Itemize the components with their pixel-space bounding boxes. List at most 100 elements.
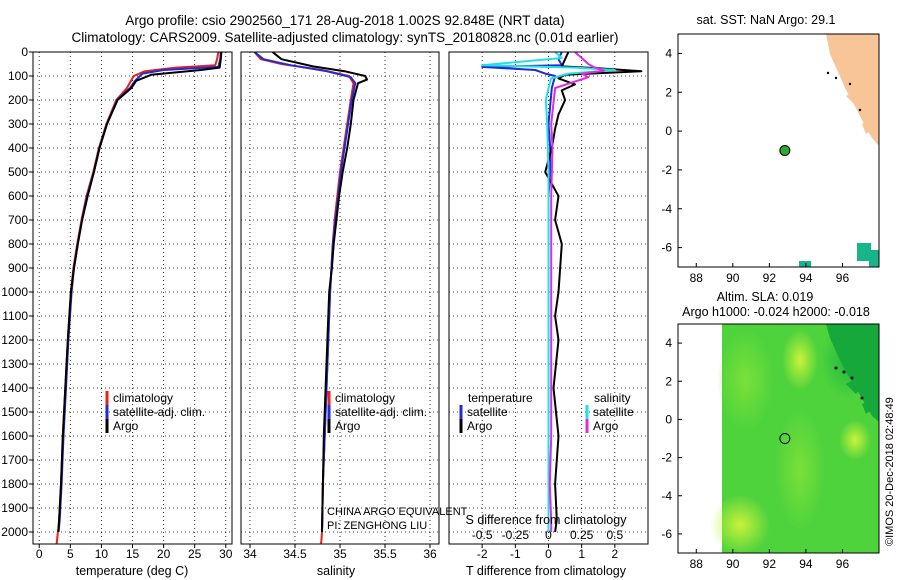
legend-salinity-title: salinity [594,391,631,405]
difference-frame [448,51,649,545]
salinity-legend: climatology satellite-adj. clim. Argo [327,391,427,433]
s-difference-x-ticks: -0.5 -0.25 0 0.25 0.5 [472,528,624,542]
salinity-grid [241,51,439,544]
temperature-legend: climatology satellite-adj. clim. Argo [105,391,205,433]
y-tick-label: 1600 [1,429,28,443]
map-y-tick-label: -2 [661,451,672,465]
y-tick-label: 2000 [1,525,28,539]
legend-satellite-label: satellite-adj. clim. [335,405,427,419]
y-tick-label: 200 [8,93,28,107]
salinity-panel: 34 34.5 35 35.5 36 salinity climatology sate… [240,51,468,578]
y-tick-label: 700 [8,213,28,227]
x-tick-label: 1 [578,547,585,561]
y-tick-label: 1300 [1,357,28,371]
pressure-y-ticks: 0 100 200 300 400 500 600 700 800 900 1000 1100 1200… [1,45,33,539]
profile-line-argo [271,52,368,533]
y-tick-label: 500 [8,165,28,179]
island-dot [826,71,830,75]
sla-map-frame [677,323,880,554]
sst-map-body [678,34,879,267]
temperature-frame [32,51,233,545]
argo-float-marker-outline [779,433,791,445]
copyright-footer: ©IMOS 20-Dec-2018 02:48:49 [884,397,896,546]
difference-profiles [481,52,643,533]
sla-anomaly-blob [710,495,770,553]
sla-anomaly-blob [782,330,818,390]
s-difference-x-label: S difference from climatology [466,513,628,527]
island-dot [848,82,852,86]
t-difference-x-ticks: -2 -1 0 1 2 [477,544,618,561]
profile-line-s-argo [548,52,606,532]
map-x-tick-label: 88 [690,557,704,571]
y-tick-label: 1100 [2,309,28,323]
pi-label: PI: ZENGHONG LIU [327,520,427,532]
nias-island [846,90,862,106]
map-x-tick-label: 94 [799,271,813,285]
nias-island [846,378,862,394]
x2-tick-label: 0.5 [606,528,623,542]
map-x-tick-label: 96 [836,271,850,285]
x-tick-label: 25 [188,547,202,561]
island-dot [860,396,864,400]
sla-anomaly-blob [776,410,824,530]
sla-map-title: Altim. SLA: 0.019 [717,290,814,304]
difference-panel: -2 -1 0 1 2 -0.5 -0.25 0 0.25 0.5 T difference f… [448,51,649,578]
sumatra-landmass [826,34,879,146]
x2-tick-label: 0 [545,528,552,542]
sst-patch [857,243,871,261]
figure-title-line-2: Climatology: CARS2009. Satellite-adjuste… [71,30,618,45]
map-y-tick-label: -4 [661,202,672,216]
sst-map-ticks: 88 90 92 94 96 -6 -4 -2 0 2 4 [661,46,849,285]
sla-anomaly-blob [717,330,773,430]
profile-line-s-satellite [481,52,616,532]
x2-tick-label: -0.5 [472,528,493,542]
sla-map-body [678,324,879,553]
temperature-x-ticks: 0 5 10 15 20 25 30 [36,544,233,561]
map-x-tick-label: 88 [690,271,704,285]
x-tick-label: 15 [126,547,140,561]
y-tick-label: 1800 [1,477,28,491]
map-y-tick-label: -2 [661,163,672,177]
x2-tick-label: 0.25 [570,528,594,542]
temperature-panel: 0 5 10 15 20 25 30 0 100 200 300 400 500 600 700 800 90… [1,45,232,578]
legend-climatology-label: climatology [113,391,173,405]
y-tick-label: 1500 [1,405,28,419]
sla-map-subtitle: Argo h1000: -0.024 h2000: -0.018 [682,305,870,319]
legend-t-argo-label: Argo [467,419,493,433]
x-tick-label: 0 [545,547,552,561]
y-tick-label: 1400 [1,381,28,395]
y-tick-label: 400 [8,141,28,155]
y-tick-label: 1700 [1,453,28,467]
map-y-tick-label: -6 [661,527,672,541]
island-dot [834,76,838,80]
figure-title-line-1: Argo profile: csio 2902560_171 28-Aug-20… [125,13,564,28]
legend-argo-label: Argo [113,419,139,433]
map-y-tick-label: -6 [661,241,672,255]
x-tick-label: -1 [510,547,521,561]
x-tick-label: 34.5 [283,547,307,561]
map-x-tick-label: 94 [799,557,813,571]
profile-line-climatology [55,52,220,544]
siberut-island [862,400,874,414]
x-tick-label: -2 [477,547,488,561]
y-tick-label: 1000 [1,285,28,299]
x-tick-label: 34 [243,547,257,561]
sla-map-panel: Altim. SLA: 0.019 Argo h1000: -0.024 h20… [661,290,880,571]
x-tick-label: 10 [95,547,109,561]
y-tick-label: 100 [8,69,28,83]
map-x-tick-label: 90 [726,271,740,285]
x-tick-label: 36 [423,547,437,561]
salinity-frame [240,51,440,545]
profile-line-satellite-adj-clim- [57,52,222,533]
y-tick-label: 300 [8,117,28,131]
argo-float-marker [779,145,791,157]
sla-map-ticks: 88 90 92 94 96 -6 -4 -2 0 2 4 [661,336,849,571]
legend-s-argo-label: Argo [593,419,619,433]
salinity-x-ticks: 34 34.5 35 35.5 36 [243,544,437,561]
x-tick-label: 0 [36,547,43,561]
sst-map-title: sat. SST: NaN Argo: 29.1 [697,13,836,27]
island-dot [842,370,846,374]
map-y-tick-label: 4 [665,336,672,350]
legend-climatology-label: climatology [335,391,395,405]
